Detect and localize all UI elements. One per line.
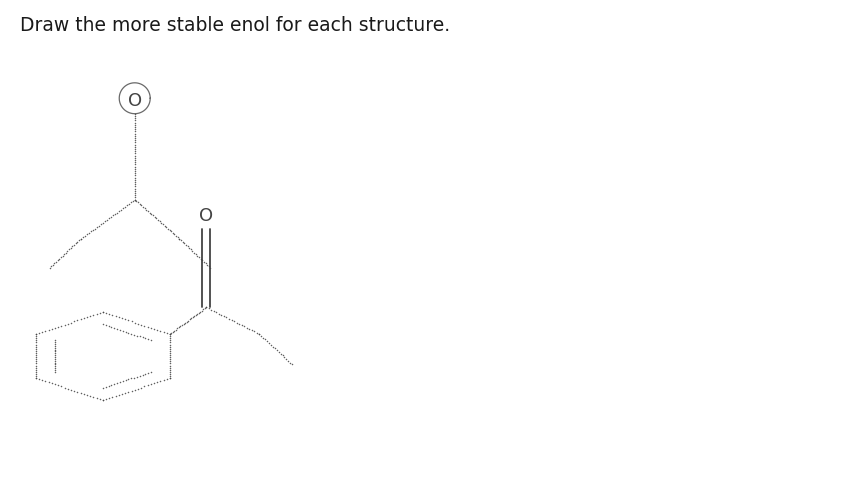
Text: O: O — [128, 92, 142, 110]
Text: O: O — [199, 207, 213, 225]
Text: Draw the more stable enol for each structure.: Draw the more stable enol for each struc… — [21, 16, 450, 35]
